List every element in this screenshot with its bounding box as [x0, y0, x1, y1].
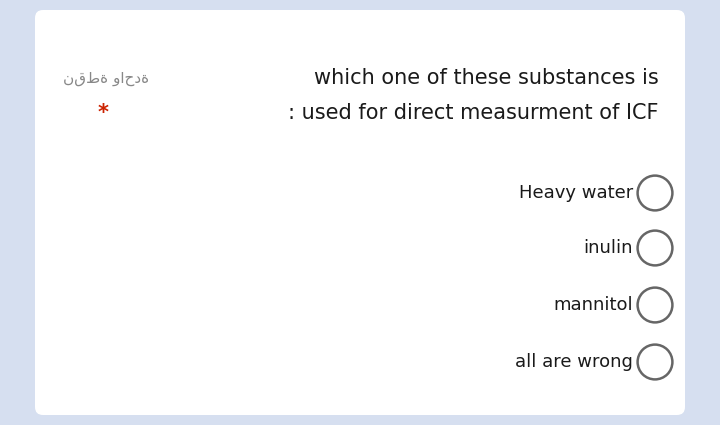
FancyBboxPatch shape: [35, 10, 685, 415]
Text: نقطة واحدة: نقطة واحدة: [63, 71, 149, 85]
Point: [649, 190, 661, 196]
Text: inulin: inulin: [583, 239, 633, 257]
Point: [649, 359, 661, 366]
Text: all are wrong: all are wrong: [515, 353, 633, 371]
Text: Heavy water: Heavy water: [518, 184, 633, 202]
Point: [649, 245, 661, 252]
Text: : used for direct measurment of ICF: : used for direct measurment of ICF: [289, 103, 659, 123]
Text: which one of these substances is: which one of these substances is: [314, 68, 659, 88]
Point: [649, 302, 661, 309]
Text: mannitol: mannitol: [554, 296, 633, 314]
Text: *: *: [98, 103, 109, 123]
